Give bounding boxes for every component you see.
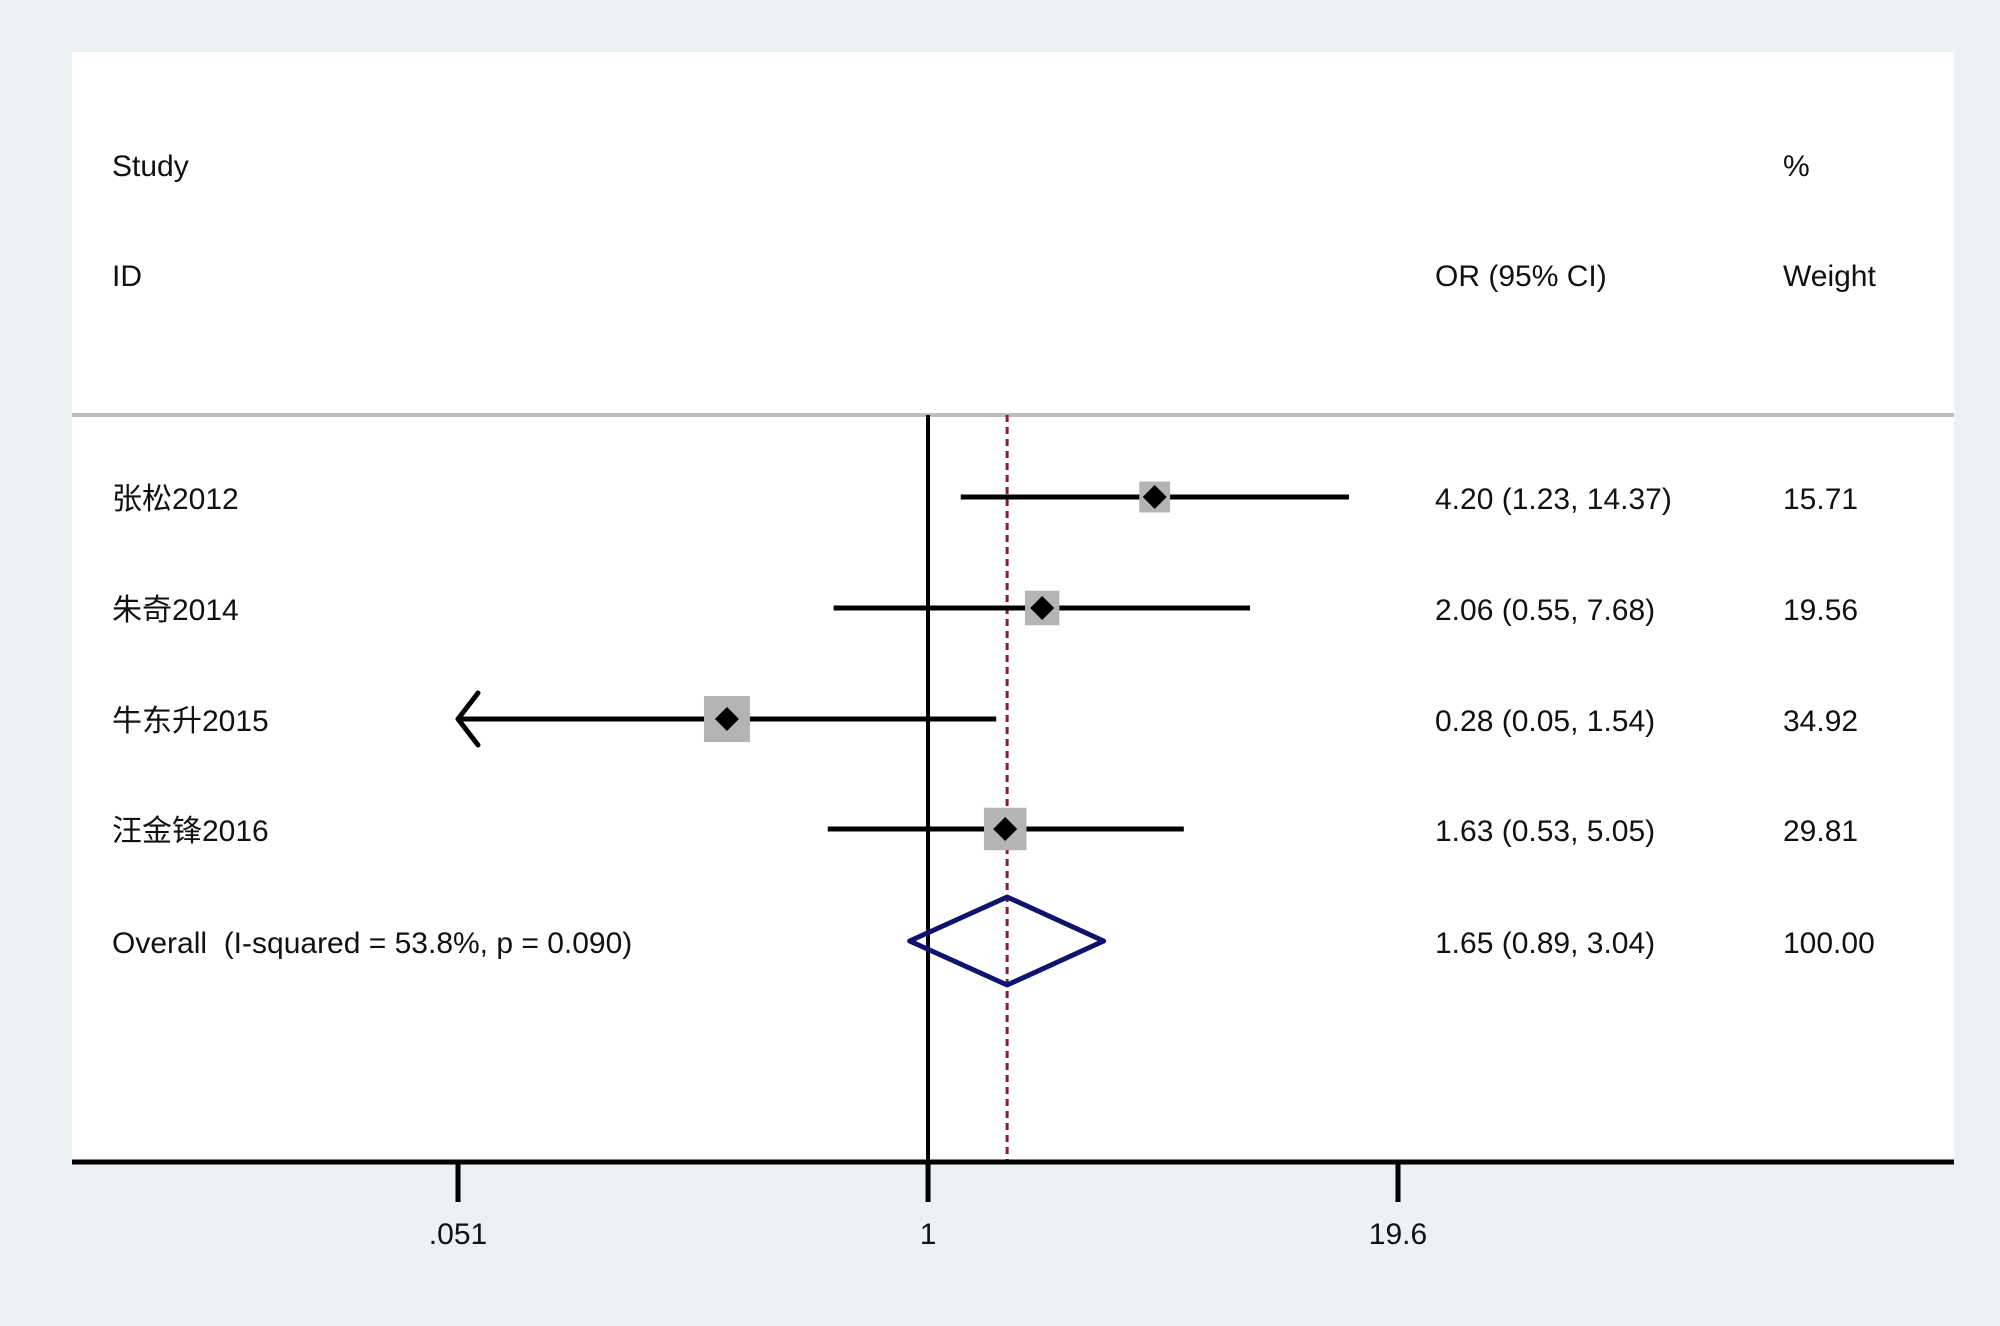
header-study: Study (112, 150, 189, 183)
point-estimate-marker (1030, 596, 1055, 620)
study-row: 张松2012 4.20 (1.23, 14.37) 15.71 (112, 481, 1858, 516)
overall-weight-value: 100.00 (1783, 927, 1875, 960)
or-ci-value: 0.28 (0.05, 1.54) (1435, 705, 1655, 738)
truncation-arrow-icon (455, 690, 481, 748)
study-row: 牛东升2015 0.28 (0.05, 1.54) 34.92 (112, 690, 1858, 748)
x-tick-label: .051 (429, 1218, 487, 1251)
or-ci-value: 1.63 (0.53, 5.05) (1435, 815, 1655, 848)
or-ci-value: 2.06 (0.55, 7.68) (1435, 594, 1655, 627)
overall-or-ci-value: 1.65 (0.89, 3.04) (1435, 927, 1655, 960)
weight-value: 29.81 (1783, 815, 1858, 848)
weight-value: 34.92 (1783, 705, 1858, 738)
point-estimate-marker (1142, 485, 1167, 509)
x-tick-label: 19.6 (1369, 1218, 1427, 1251)
x-tick-label: 1 (920, 1218, 937, 1251)
weight-value: 15.71 (1783, 483, 1858, 516)
study-id: 牛东升2015 (112, 705, 269, 738)
header-id: ID (112, 260, 142, 293)
header-weight: Weight (1783, 260, 1876, 293)
weight-value: 19.56 (1783, 594, 1858, 627)
header-or-ci: OR (95% CI) (1435, 260, 1607, 293)
study-row: 朱奇2014 2.06 (0.55, 7.68) 19.56 (112, 590, 1858, 627)
point-estimate-marker (714, 707, 739, 731)
study-row: 汪金锋2016 1.63 (0.53, 5.05) 29.81 (112, 807, 1858, 851)
overall-row: Overall (I-squared = 53.8%, p = 0.090) 1… (112, 894, 1875, 988)
overall-diamond (907, 894, 1107, 988)
overall-label: Overall (I-squared = 53.8%, p = 0.090) (112, 927, 632, 960)
study-id: 朱奇2014 (112, 594, 239, 627)
header-percent: % (1783, 150, 1810, 183)
point-estimate-marker (993, 817, 1018, 841)
study-id: 张松2012 (112, 483, 239, 516)
study-id: 汪金锋2016 (112, 815, 269, 848)
or-ci-value: 4.20 (1.23, 14.37) (1435, 483, 1672, 516)
